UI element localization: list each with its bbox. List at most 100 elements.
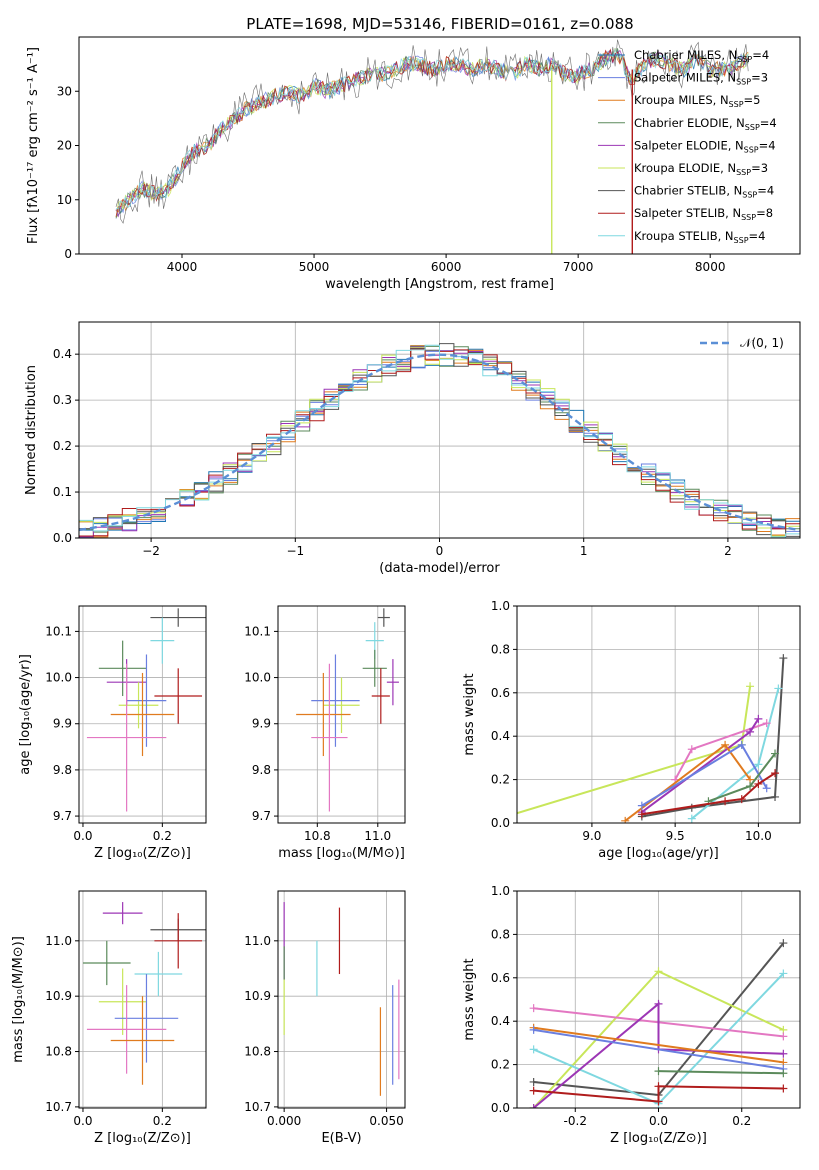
figure-title: PLATE=1698, MJD=53146, FIBERID=0161, z=0… bbox=[246, 15, 633, 33]
plot-area bbox=[283, 902, 400, 1096]
x-tick-label: 0.000 bbox=[267, 1114, 301, 1128]
y-tick-label: 1.0 bbox=[491, 884, 510, 898]
panel-mass_vs_EBV: 0.000 0.050 10.7 10.8 10.9 11.0 E(B-V) bbox=[244, 890, 406, 1146]
y-tick-label: 9.9 bbox=[252, 717, 271, 731]
x-axis-label: Z [log₁₀(Z/Z⊙)] bbox=[94, 1131, 191, 1146]
y-tick-label: 9.8 bbox=[53, 763, 72, 777]
series-line bbox=[658, 1070, 784, 1075]
y-tick-label: 10.9 bbox=[45, 989, 72, 1003]
y-tick-label: 0.8 bbox=[491, 642, 510, 656]
x-tick-label: -0.2 bbox=[564, 1114, 587, 1128]
legend-label: Salpeter MILES, NSSP=3 bbox=[634, 71, 768, 87]
data-point bbox=[621, 816, 630, 823]
y-tick-label: 0.0 bbox=[491, 816, 510, 830]
y-tick-label: 10.0 bbox=[45, 671, 72, 685]
x-tick-label: 0 bbox=[436, 544, 444, 558]
data-point bbox=[529, 1086, 538, 1095]
y-tick-label: 10.1 bbox=[45, 624, 72, 638]
data-point bbox=[754, 779, 763, 788]
data-point bbox=[774, 684, 783, 693]
x-tick-label: 0.050 bbox=[369, 1114, 403, 1128]
y-tick-label: 0.4 bbox=[491, 729, 510, 743]
y-tick-label: 30 bbox=[57, 84, 72, 98]
axes-frame bbox=[78, 605, 207, 824]
y-tick-label: 0.0 bbox=[53, 531, 72, 545]
series-line bbox=[533, 1085, 784, 1103]
panel-age_vs_Z: 0.0 0.2 9.7 9.8 9.9 10.0 10.1 Z [log₁₀(Z/Z⊙)] ag… bbox=[18, 605, 207, 861]
y-axis-label: age [log₁₀(age/yr)] bbox=[18, 654, 33, 775]
series-line bbox=[641, 658, 785, 818]
y-tick-label: 0.3 bbox=[53, 393, 72, 407]
data-point bbox=[754, 760, 763, 769]
panel-mw_vs_age: 9.0 9.5 10.0 0.0 0.2 0.4 0.6 0.8 1.0 age [log₁₀(a… bbox=[462, 599, 801, 861]
y-tick-label: 10.9 bbox=[244, 989, 271, 1003]
x-tick-label: 0.2 bbox=[153, 829, 172, 843]
data-point bbox=[779, 939, 788, 948]
data-point bbox=[746, 727, 755, 736]
plot-area bbox=[115, 39, 749, 254]
data-point bbox=[746, 682, 755, 691]
y-tick-label: 1.0 bbox=[491, 599, 510, 613]
y-tick-label: 10.8 bbox=[45, 1045, 72, 1059]
y-axis-label: Flux [fλ10⁻¹⁷ erg cm⁻² s⁻¹ A⁻¹] bbox=[26, 47, 41, 244]
data-point bbox=[529, 1104, 538, 1108]
legend-label: Kroupa MILES, NSSP=5 bbox=[634, 93, 760, 109]
data-point bbox=[637, 801, 646, 810]
data-point bbox=[637, 810, 646, 819]
y-tick-label: 9.9 bbox=[53, 717, 72, 731]
data-point bbox=[529, 1025, 538, 1034]
y-tick-label: 0.2 bbox=[53, 439, 72, 453]
x-tick-label: 8000 bbox=[695, 260, 726, 274]
axes-frame bbox=[516, 605, 801, 824]
data-point bbox=[779, 1084, 788, 1093]
data-point bbox=[654, 967, 663, 976]
plot-area bbox=[296, 608, 399, 812]
data-point bbox=[687, 814, 696, 823]
x-tick-label: 9.0 bbox=[582, 829, 601, 843]
y-tick-label: 10.7 bbox=[45, 1100, 72, 1114]
y-tick-label: 11.0 bbox=[244, 934, 271, 948]
x-axis-label: wavelength [Angstrom, rest frame] bbox=[325, 277, 554, 292]
x-axis-label: (data-model)/error bbox=[379, 561, 500, 576]
y-tick-label: 0.2 bbox=[491, 773, 510, 787]
series-group bbox=[529, 939, 788, 1108]
data-point bbox=[779, 654, 788, 663]
axes-frame bbox=[78, 36, 801, 255]
y-axis-label: mass weight bbox=[462, 673, 477, 755]
legend-label: Kroupa ELODIE, NSSP=3 bbox=[634, 161, 768, 177]
data-point bbox=[779, 1032, 788, 1041]
series-line bbox=[532, 1001, 784, 1108]
plot-area bbox=[517, 654, 788, 823]
y-tick-label: 0.8 bbox=[491, 927, 510, 941]
y-tick-label: 10.0 bbox=[244, 671, 271, 685]
plot-area bbox=[78, 343, 801, 539]
y-tick-label: 0 bbox=[64, 247, 72, 261]
x-tick-label: 7000 bbox=[563, 260, 594, 274]
axes-frame bbox=[516, 890, 801, 1109]
series-line bbox=[533, 1028, 784, 1070]
axes-frame bbox=[277, 890, 406, 1109]
x-axis-label: Z [log₁₀(Z/Z⊙)] bbox=[94, 846, 191, 861]
data-point bbox=[654, 999, 663, 1008]
panel-residuals: −2 −1 0 1 2 0.0 0.1 0.2 0.3 0.4 (data-model)/error… bbox=[24, 321, 801, 576]
x-tick-label: 2 bbox=[724, 544, 732, 558]
plot-area bbox=[86, 608, 206, 812]
panel-age_vs_mass: 10.8 11.0 9.7 9.8 9.9 10.0 10.1 mass [log₁₀(M/M… bbox=[244, 605, 406, 861]
x-tick-label: 11.0 bbox=[364, 829, 391, 843]
x-tick-label: 10.0 bbox=[745, 829, 772, 843]
data-point bbox=[771, 769, 780, 778]
histogram-series bbox=[79, 344, 800, 538]
y-tick-label: 0.6 bbox=[491, 971, 510, 985]
legend-label: Salpeter STELIB, NSSP=8 bbox=[634, 206, 773, 222]
y-tick-label: 10 bbox=[57, 193, 72, 207]
x-axis-label: age [log₁₀(age/yr)] bbox=[598, 846, 719, 861]
panel-mw_vs_Z: -0.2 0.0 0.2 0.0 0.2 0.4 0.6 0.8 1.0 Z [log₁₀(Z/Z… bbox=[462, 884, 801, 1146]
y-tick-label: 11.0 bbox=[45, 934, 72, 948]
spectrum-line bbox=[115, 47, 749, 210]
x-tick-label: 1 bbox=[580, 544, 588, 558]
y-tick-label: 0.4 bbox=[53, 347, 72, 361]
x-tick-label: 10.8 bbox=[304, 829, 331, 843]
y-axis-label: mass weight bbox=[462, 958, 477, 1040]
